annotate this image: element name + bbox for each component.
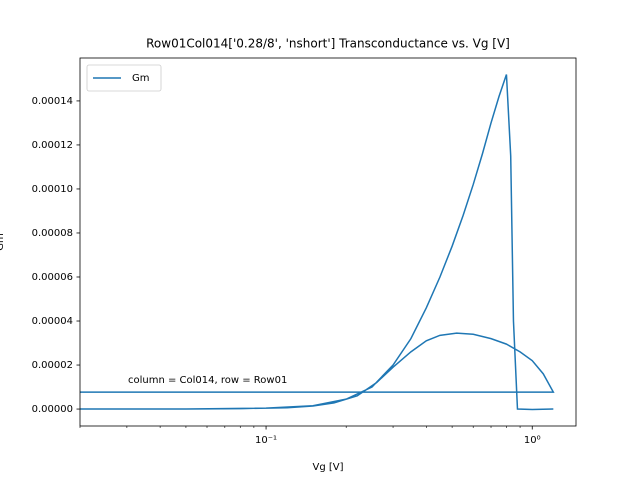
legend-label: Gm xyxy=(132,73,150,84)
x-tick-label: 10⁻¹ xyxy=(255,435,277,446)
chart-title: Row01Col014['0.28/8', 'nshort'] Transcon… xyxy=(146,37,510,51)
y-tick-label: 0.00006 xyxy=(32,272,73,283)
x-axis-label: Vg [V] xyxy=(312,462,343,473)
y-tick-label: 0.00012 xyxy=(32,140,73,151)
y-tick-label: 0.00002 xyxy=(32,360,73,371)
annotation: column = Col014, row = Row01 xyxy=(128,375,287,386)
data-line xyxy=(80,74,555,411)
y-axis-label: Gm xyxy=(0,233,6,251)
x-tick-label: 10⁰ xyxy=(524,435,541,446)
y-tick-label: 0.00008 xyxy=(32,228,73,239)
legend-box xyxy=(86,64,162,92)
y-tick-label: 0.00014 xyxy=(32,96,73,107)
axes-frame xyxy=(79,57,577,427)
y-tick-label: 0.00000 xyxy=(32,404,73,415)
y-tick-label: 0.00004 xyxy=(32,316,73,327)
y-tick-label: 0.00010 xyxy=(32,184,73,195)
